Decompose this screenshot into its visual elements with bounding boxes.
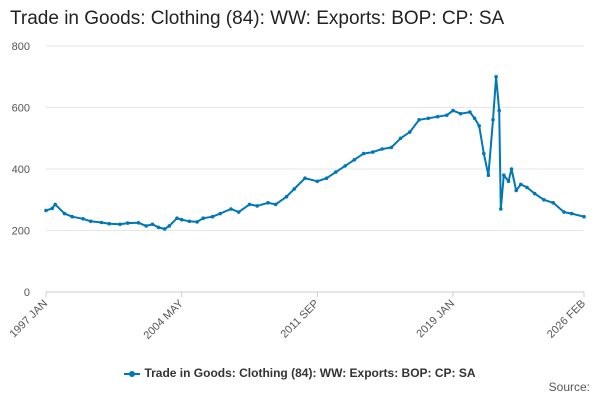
data-point xyxy=(324,176,329,180)
y-tick-label: 0 xyxy=(24,287,30,299)
chart-title: Trade in Goods: Clothing (84): WW: Expor… xyxy=(10,8,505,29)
data-point xyxy=(144,224,148,228)
data-point xyxy=(136,221,141,225)
data-point xyxy=(201,216,205,220)
data-point xyxy=(343,164,347,168)
data-point xyxy=(491,118,495,122)
data-point xyxy=(502,173,506,177)
data-point xyxy=(99,220,104,225)
legend-marker-icon xyxy=(124,369,141,379)
data-point xyxy=(482,151,486,156)
data-point xyxy=(582,214,586,219)
data-point xyxy=(167,224,172,228)
x-axis: 1997 JAN 2004 MAY 2011 SEP 2019 JAN 2026 FEB xyxy=(7,291,588,342)
data-point xyxy=(195,220,199,224)
x-tick-label: 2019 JAN xyxy=(414,298,457,341)
y-axis: 0 200 400 600 800 xyxy=(12,41,30,299)
data-point xyxy=(88,219,93,224)
data-point xyxy=(334,170,338,174)
data-point xyxy=(50,206,54,211)
y-tick-label: 800 xyxy=(12,41,30,53)
data-point xyxy=(497,108,502,113)
data-point xyxy=(187,219,192,224)
data-point xyxy=(468,110,472,114)
data-point xyxy=(266,201,270,205)
data-point xyxy=(44,208,48,213)
data-point xyxy=(494,75,498,79)
data-point xyxy=(292,187,297,191)
data-point xyxy=(53,202,57,207)
data-point xyxy=(451,108,455,113)
data-point xyxy=(150,222,155,227)
data-point xyxy=(229,207,233,211)
data-point xyxy=(435,114,440,119)
gridlines xyxy=(46,45,584,231)
series-line xyxy=(45,75,585,230)
data-point xyxy=(532,191,537,196)
data-point xyxy=(398,136,403,141)
data-point xyxy=(525,185,529,190)
data-point xyxy=(156,225,161,230)
data-point xyxy=(551,201,555,205)
data-point xyxy=(458,111,463,116)
data-point xyxy=(445,113,449,117)
data-point xyxy=(303,176,307,180)
data-point xyxy=(273,202,278,207)
data-point xyxy=(70,214,74,219)
data-point xyxy=(352,158,357,162)
source-label: Source: xyxy=(548,380,590,394)
legend-label: Trade in Goods: Clothing (84): WW: Expor… xyxy=(144,366,476,380)
data-point xyxy=(81,217,85,221)
data-point xyxy=(426,116,431,121)
y-tick-label: 600 xyxy=(12,103,30,115)
y-tick-label: 400 xyxy=(12,164,30,176)
data-point xyxy=(389,145,394,150)
data-point xyxy=(509,167,514,171)
data-point xyxy=(361,151,366,156)
data-point xyxy=(486,173,491,177)
data-point xyxy=(62,211,67,216)
data-point xyxy=(562,210,566,214)
data-point xyxy=(125,221,130,225)
data-point xyxy=(175,216,179,220)
data-point xyxy=(569,211,574,216)
y-tick-label: 200 xyxy=(12,226,30,238)
data-point xyxy=(542,198,546,202)
data-point xyxy=(380,147,384,151)
data-point xyxy=(417,118,421,122)
data-point xyxy=(315,179,320,184)
legend[interactable]: Trade in Goods: Clothing (84): WW: Expor… xyxy=(0,366,600,380)
data-point xyxy=(179,217,184,222)
data-point xyxy=(499,207,503,211)
data-point xyxy=(118,222,122,227)
data-point xyxy=(514,188,518,193)
series-layer xyxy=(44,75,586,231)
x-tick-label: 1997 JAN xyxy=(7,298,50,341)
data-point xyxy=(506,179,511,184)
x-tick-label: 2026 FEB xyxy=(545,298,588,341)
data-point xyxy=(210,214,215,219)
data-point xyxy=(255,204,259,208)
data-point xyxy=(408,130,412,134)
data-point xyxy=(472,116,477,121)
data-point xyxy=(236,210,241,214)
x-tick-label: 2011 SEP xyxy=(278,298,321,341)
data-point xyxy=(107,221,111,226)
data-point xyxy=(284,194,289,199)
x-tick-label: 2004 MAY xyxy=(142,297,187,342)
data-point xyxy=(477,124,482,128)
data-point xyxy=(218,211,222,216)
data-point xyxy=(162,227,167,231)
data-point xyxy=(371,150,375,154)
data-point xyxy=(519,182,523,187)
data-point xyxy=(247,202,252,207)
